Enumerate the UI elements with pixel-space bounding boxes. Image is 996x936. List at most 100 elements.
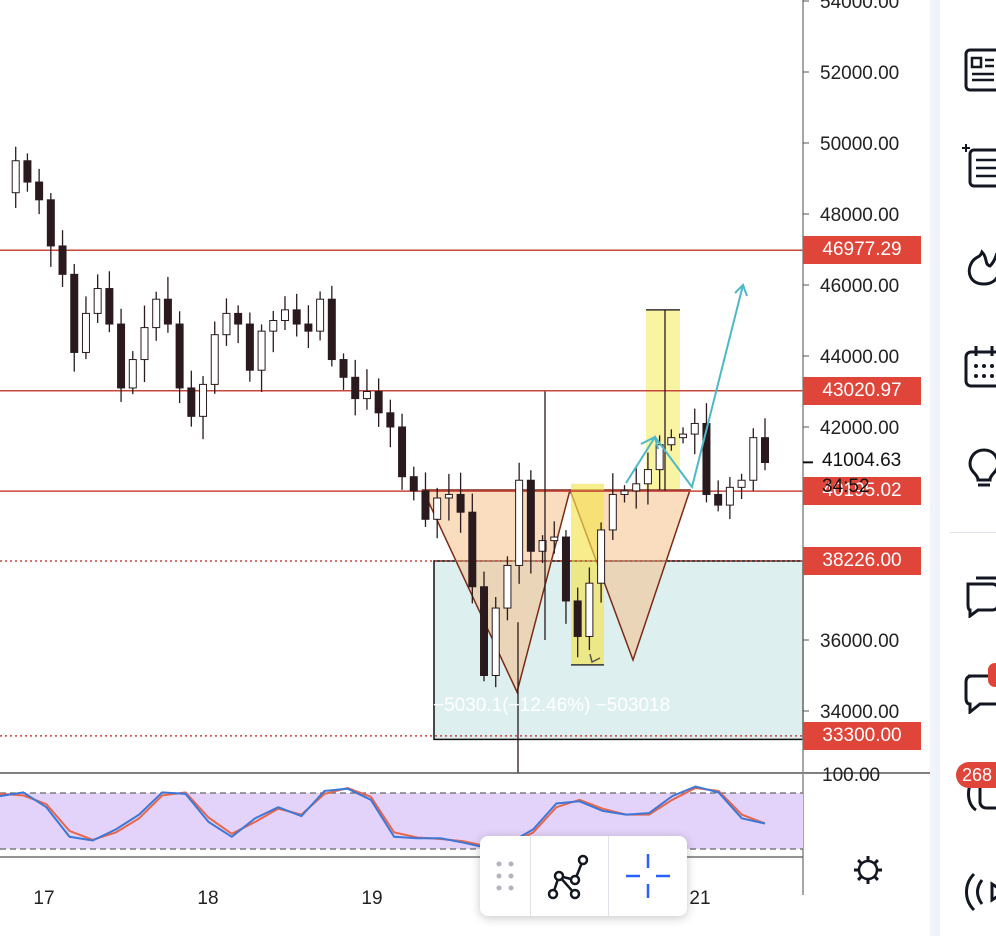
candle-body [316, 298, 325, 332]
candle-body [585, 582, 594, 637]
toolbar-divider [530, 836, 531, 916]
bar-countdown-label: 34:52 [822, 476, 870, 498]
candle-body [152, 298, 161, 329]
candle-body [351, 376, 360, 400]
candle-body [163, 298, 172, 325]
calendar-icon[interactable] [962, 344, 996, 388]
candle-body [667, 437, 676, 446]
candle-body [386, 412, 395, 428]
candle-body [374, 391, 383, 414]
candle-body [128, 359, 137, 389]
right-sidebar [930, 0, 996, 936]
settings-gear-icon[interactable] [854, 856, 882, 884]
pattern-tool-icon[interactable] [531, 836, 608, 916]
candle-body [175, 323, 184, 389]
candle-body [433, 497, 442, 520]
candle-body [761, 437, 769, 463]
candle-body [503, 564, 512, 609]
sidebar-divider [950, 532, 996, 533]
candle-body [737, 479, 746, 488]
candle-body [11, 160, 20, 194]
candle-body [58, 245, 67, 275]
candle-body [444, 493, 453, 499]
candle-body [327, 298, 336, 361]
arrow-head [589, 653, 601, 664]
toolbar-divider [608, 836, 609, 916]
candle-body [456, 493, 465, 513]
watchlist-icon[interactable] [962, 144, 996, 188]
candle-body [491, 607, 500, 676]
candle-body [714, 493, 723, 506]
candle-body [117, 323, 126, 389]
candle-body [199, 383, 208, 417]
candle-body [234, 312, 243, 325]
candle-body [304, 323, 313, 332]
candle-body [339, 359, 348, 378]
candle-body [222, 312, 231, 336]
floating-drawing-toolbar [480, 836, 687, 916]
price-level-label: 33300.00 [803, 721, 921, 750]
x-tick-label: 18 [197, 888, 218, 909]
y-tick-label: 50000.00 [820, 134, 899, 155]
candle-body [46, 199, 55, 247]
candle-body [561, 536, 570, 602]
oscillator-level-label: 100.00 [822, 765, 880, 786]
y-tick-label: 42000.00 [820, 418, 899, 439]
y-tick-label: 44000.00 [820, 347, 899, 368]
hotlist-flame-icon[interactable] [962, 244, 996, 288]
candle-body [35, 181, 44, 201]
news-icon[interactable] [962, 48, 996, 92]
candle-body [257, 330, 266, 371]
candle-body [23, 160, 32, 183]
y-tick-label: 54000.00 [820, 0, 899, 13]
live-streams-play-icon[interactable] [962, 870, 996, 914]
drag-handle-icon[interactable] [480, 836, 530, 916]
candle-body [526, 479, 535, 552]
arrow-head [640, 435, 659, 450]
x-tick-label: 17 [33, 888, 54, 909]
messages-icon[interactable] [962, 670, 996, 714]
candle-body [632, 483, 641, 492]
ideas-lightbulb-icon[interactable] [962, 446, 996, 490]
price-level-label: 40195.02 [803, 477, 921, 506]
candle-body [210, 334, 219, 385]
candle-body [245, 323, 254, 371]
price-level-label: 43020.97 [803, 376, 921, 405]
measurement-label: −5030.1(−12.46%) −503018 [433, 695, 670, 716]
candle-body [292, 309, 301, 325]
candle-body [398, 426, 407, 478]
candle-body [280, 309, 289, 322]
x-tick-label: 19 [361, 888, 382, 909]
candle-body [70, 273, 79, 353]
candle-body [81, 312, 90, 353]
candle-body [573, 600, 582, 637]
current-price-label: 41004.63 [822, 450, 902, 472]
crosshair-tool-icon[interactable] [609, 836, 687, 916]
projected-path-arrow[interactable] [625, 284, 744, 490]
candle-body [93, 288, 102, 314]
notification-dot [988, 663, 996, 687]
candle-body [515, 479, 524, 566]
candle-body [597, 529, 606, 584]
candle-body [362, 391, 371, 400]
x-tick-label: 21 [689, 888, 710, 909]
y-tick-label: 48000.00 [820, 205, 899, 226]
chats-icon[interactable] [962, 574, 996, 618]
candle-body [550, 536, 559, 542]
candle-body [409, 476, 418, 492]
candle-body [480, 586, 489, 676]
candle-body [643, 469, 652, 485]
candle-body [538, 540, 547, 552]
candle-body [620, 490, 629, 495]
price-level-label: 38226.00 [803, 546, 921, 575]
candle-body [105, 288, 114, 325]
notification-badge: 268 [956, 762, 996, 788]
candle-body [749, 437, 758, 481]
y-tick-label: 46000.00 [820, 276, 899, 297]
y-tick-label: 52000.00 [820, 63, 899, 84]
candle-body [679, 433, 688, 439]
y-tick-label: 34000.00 [820, 702, 899, 723]
candle-body [468, 511, 477, 588]
price-level-label: 46977.29 [803, 236, 921, 265]
